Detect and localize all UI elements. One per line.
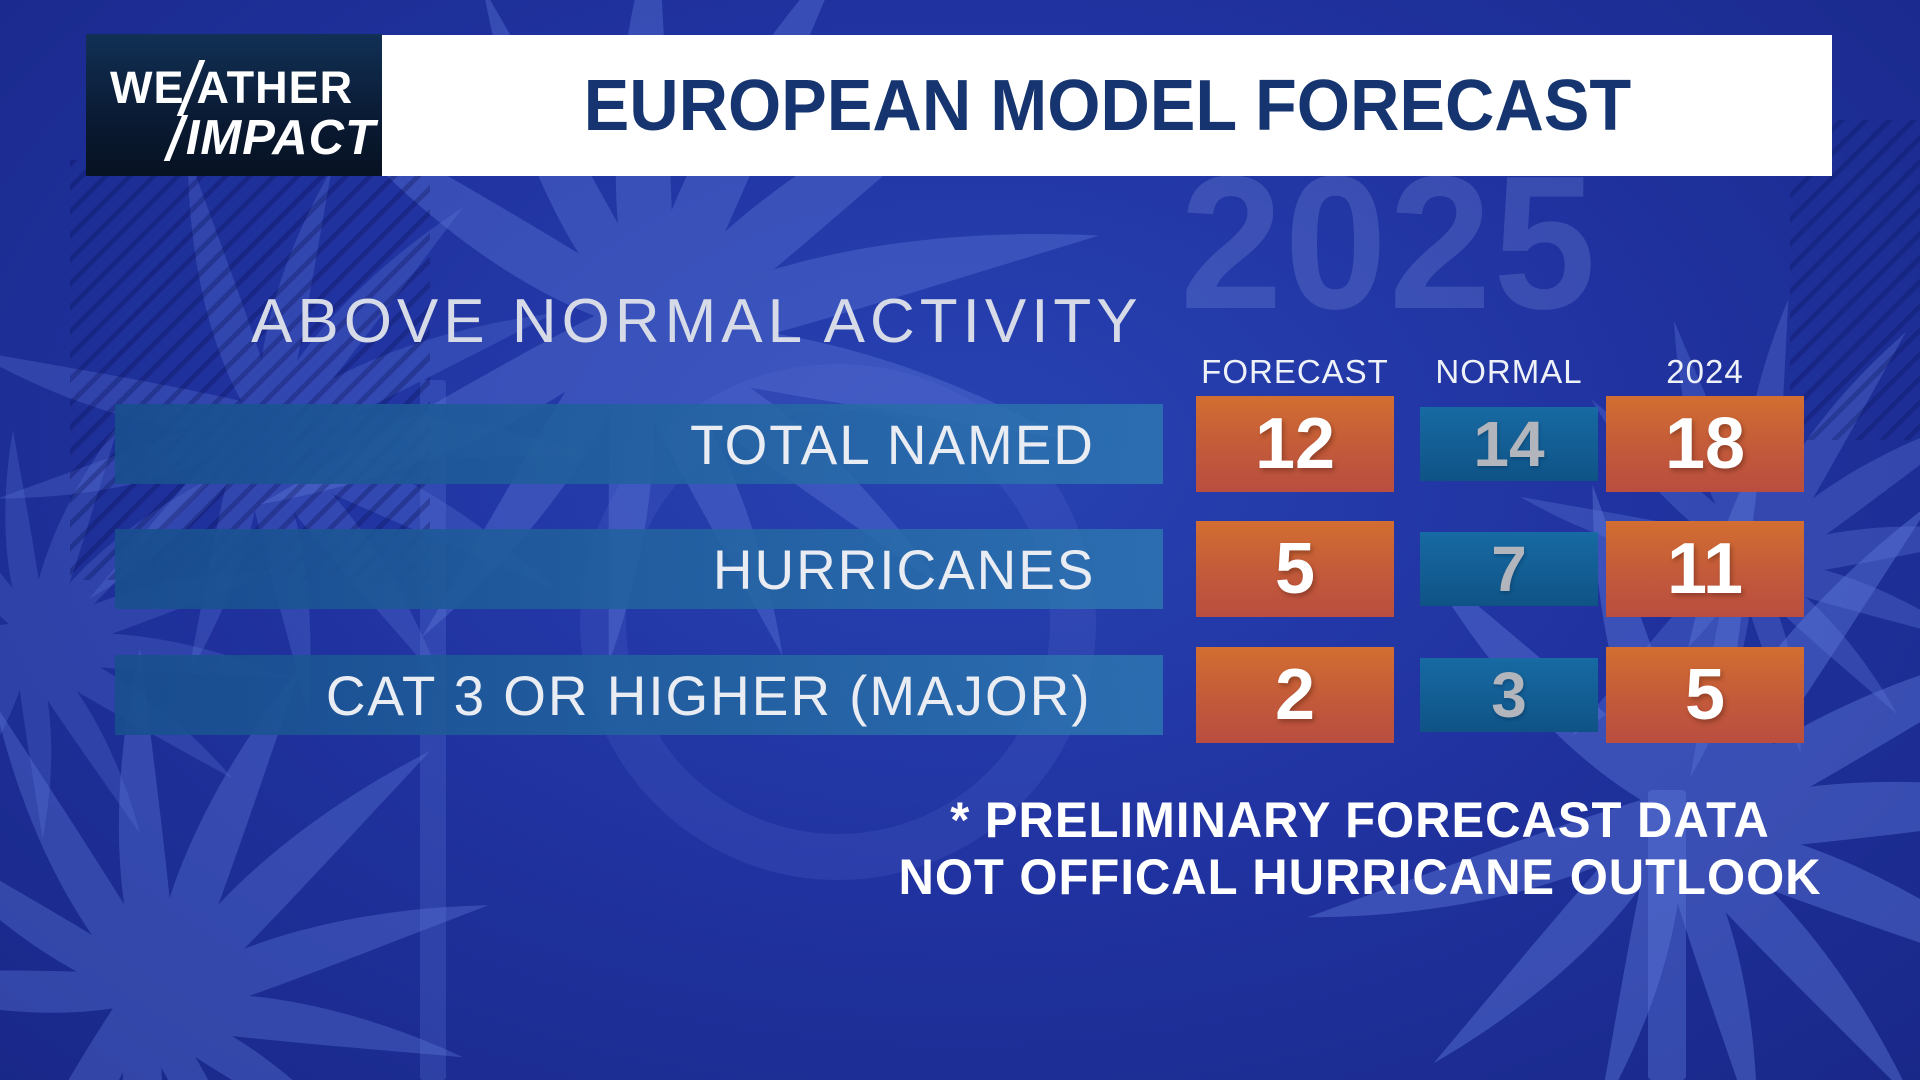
column-header-normal: NORMAL — [1435, 353, 1583, 390]
year-2024-value: 18 — [1664, 404, 1746, 484]
weather-impact-logo: WE ATHER IMPACT — [86, 34, 382, 176]
normal-value-box: 3 — [1420, 658, 1598, 732]
year-2024-value-box: 11 — [1606, 521, 1804, 617]
title-banner: EUROPEAN MODEL FORECAST — [382, 35, 1832, 176]
forecast-value: 12 — [1254, 404, 1336, 484]
logo-line-weather: WE ATHER — [110, 60, 353, 116]
row-label-bar: CAT 3 OR HIGHER (MAJOR) — [115, 655, 1163, 735]
column-header-2024: 2024 — [1666, 353, 1744, 390]
row-label-bar: TOTAL NAMED — [115, 404, 1163, 484]
column-header-forecast: FORECAST — [1201, 353, 1389, 390]
forecast-value: 2 — [1274, 655, 1316, 735]
forecast-value-box: 5 — [1196, 521, 1394, 617]
logo-line-impact: IMPACT — [163, 110, 376, 166]
table-row: HURRICANES 5 7 11 — [0, 521, 1920, 617]
row-label: TOTAL NAMED — [690, 412, 1095, 476]
forecast-value-box: 2 — [1196, 647, 1394, 743]
year-2024-value: 11 — [1666, 529, 1744, 609]
year-2024-value-box: 5 — [1606, 647, 1804, 743]
footnote-line-1: * PRELIMINARY FORECAST DATA — [950, 792, 1770, 848]
forecast-value-box: 12 — [1196, 396, 1394, 492]
section-heading: ABOVE NORMAL ACTIVITY — [251, 287, 1143, 356]
forecast-value: 5 — [1274, 529, 1316, 609]
normal-value: 3 — [1491, 659, 1527, 731]
normal-value-box: 7 — [1420, 532, 1598, 606]
logo-weather-suffix: ATHER — [196, 62, 354, 113]
row-label: HURRICANES — [712, 537, 1096, 601]
year-2024-value-box: 18 — [1606, 396, 1804, 492]
table-row: TOTAL NAMED 12 14 18 — [0, 396, 1920, 492]
row-label: CAT 3 OR HIGHER (MAJOR) — [325, 663, 1092, 727]
normal-value-box: 14 — [1420, 407, 1598, 481]
page-title: EUROPEAN MODEL FORECAST — [583, 65, 1631, 146]
diagonal-stripe-decor — [70, 160, 430, 580]
row-label-bar: HURRICANES — [115, 529, 1163, 609]
logo-weather-prefix: WE — [110, 62, 185, 113]
footnote: * PRELIMINARY FORECAST DATA NOT OFFICAL … — [890, 792, 1831, 906]
table-row: CAT 3 OR HIGHER (MAJOR) 2 3 5 — [0, 647, 1920, 743]
normal-value: 14 — [1473, 408, 1545, 480]
logo-slash-icon — [163, 115, 189, 161]
year-watermark: 2025 — [1180, 137, 1598, 349]
normal-value: 7 — [1491, 533, 1527, 605]
logo-impact-text: IMPACT — [185, 111, 376, 165]
year-2024-value: 5 — [1684, 655, 1726, 735]
footnote-line-2: NOT OFFICAL HURRICANE OUTLOOK — [898, 849, 1822, 905]
